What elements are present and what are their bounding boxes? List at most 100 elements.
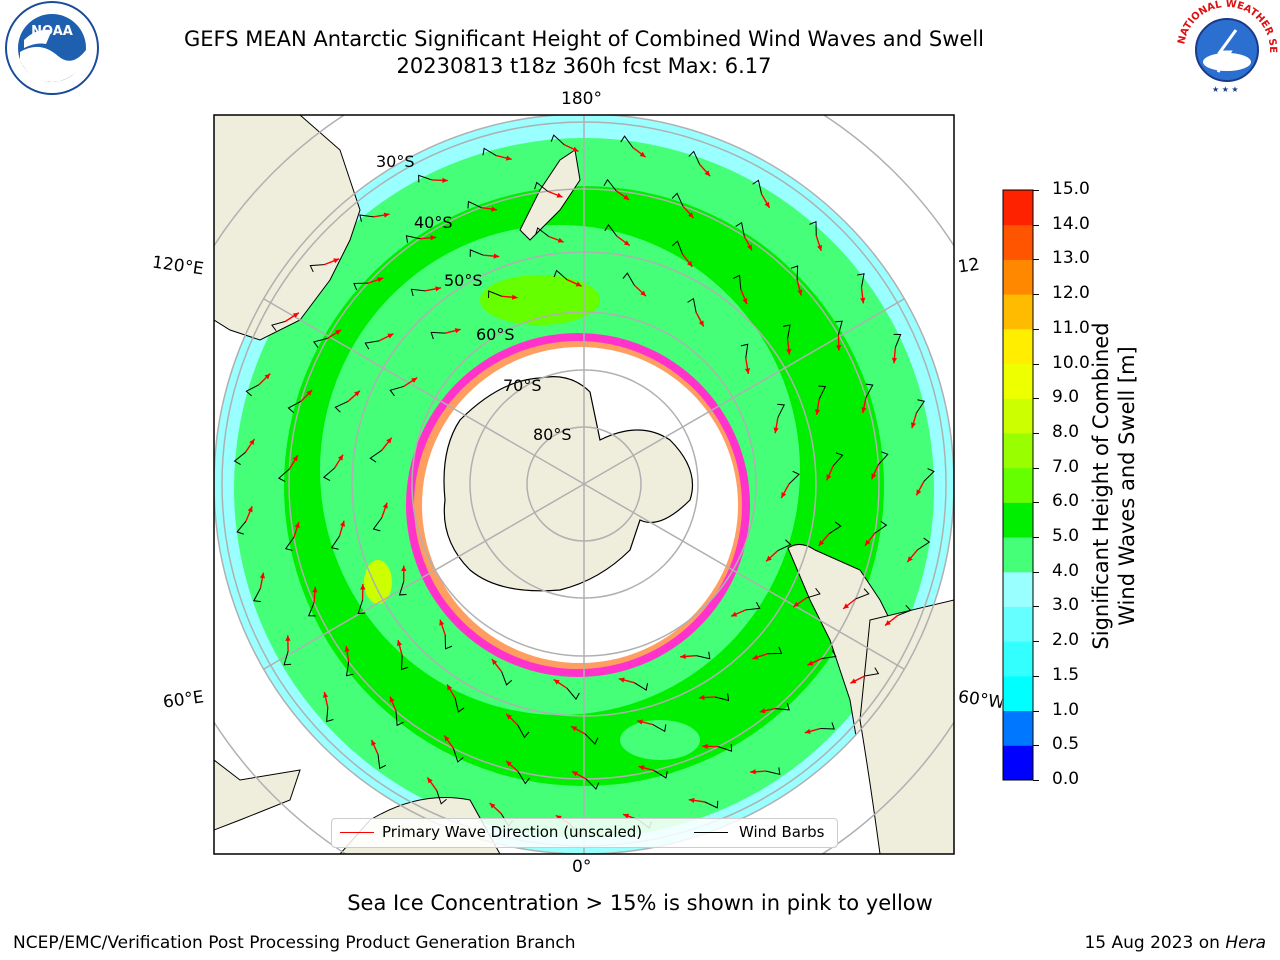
svg-text:★ ★ ★: ★ ★ ★ xyxy=(1212,85,1239,94)
wave-arrow-head xyxy=(556,192,563,198)
colorbar-segment xyxy=(1003,571,1033,607)
colorbar-segment xyxy=(1003,745,1033,781)
colorbar-tick-label: 9.0 xyxy=(1052,387,1080,408)
wind-barb xyxy=(345,661,354,677)
wave-arrow-head xyxy=(797,289,803,296)
lat-label-40s: 40°S xyxy=(414,213,453,232)
wind-barb xyxy=(874,520,888,534)
wind-barb xyxy=(766,767,781,775)
wind-barb xyxy=(857,273,865,288)
colorbar-label-line1: Significant Height of Combined xyxy=(1089,322,1113,650)
colorbar-segment xyxy=(1003,502,1033,538)
wind-barb xyxy=(809,220,817,236)
wave-arrow-head xyxy=(294,522,300,529)
colorbar-tick-mark xyxy=(1033,710,1039,712)
wave-arrow-head xyxy=(489,802,496,809)
wave-arrow-head xyxy=(427,777,433,784)
wind-barb xyxy=(877,451,889,466)
colorbar-tick-label: 8.0 xyxy=(1052,421,1080,442)
wind-barb xyxy=(334,400,349,413)
wave-arrow-head xyxy=(555,815,562,821)
wind-barb xyxy=(307,602,316,617)
wind-barb xyxy=(517,771,530,785)
map-frame xyxy=(213,114,955,855)
wave-arrow-head xyxy=(442,177,448,183)
wind-barb xyxy=(313,337,328,348)
wind-barb xyxy=(287,401,302,413)
wave-arrow-head xyxy=(511,294,518,300)
wind-barb xyxy=(364,340,380,350)
wind-barb xyxy=(917,537,931,551)
wind-barb xyxy=(410,288,426,297)
wind-barb xyxy=(696,651,711,660)
lon-label-120w: 120°W xyxy=(956,254,982,278)
wave-arrow-head xyxy=(430,235,437,241)
wind-barb xyxy=(430,331,446,340)
wind-barb xyxy=(553,269,568,281)
wave-arrow-head xyxy=(704,170,711,177)
wave-arrow-head xyxy=(249,439,255,445)
colorbar-tick-mark xyxy=(1033,259,1039,261)
wave-arrow-head xyxy=(306,390,313,396)
wave-arrow-head xyxy=(444,735,450,742)
wave-arrow-head xyxy=(354,390,360,397)
wave-arrow-head xyxy=(285,635,291,641)
wave-arrow-head xyxy=(687,212,694,219)
wave-arrow-head xyxy=(764,201,770,208)
graticule xyxy=(214,115,954,854)
barb-legend-label: Wind Barbs xyxy=(739,823,825,841)
wind-barb xyxy=(735,221,745,237)
colorbar-tick-mark xyxy=(1033,328,1039,330)
wave-arrow-head xyxy=(916,489,922,496)
colorbar-segment xyxy=(1003,537,1033,573)
wave-arrow-head xyxy=(312,586,318,593)
colorbar-tick-mark xyxy=(1033,537,1039,539)
wind-barb xyxy=(357,599,366,614)
wind-barb xyxy=(418,174,432,183)
new-zealand xyxy=(519,149,581,241)
wind-barb xyxy=(444,634,453,650)
colorbar-tick-label: 6.0 xyxy=(1052,491,1080,512)
wind-barb xyxy=(775,703,790,711)
colorbar-tick-mark xyxy=(1033,363,1039,365)
wind-barb xyxy=(309,264,325,273)
colorbar-tick-label: 0.0 xyxy=(1052,769,1080,789)
wave-arrow-head xyxy=(891,357,898,364)
wind-barb xyxy=(835,320,843,335)
wind-barb xyxy=(767,646,783,655)
barb-legend-swatch xyxy=(694,832,728,833)
wave-arrow-head xyxy=(389,696,395,703)
wind-barb xyxy=(916,399,926,414)
wind-barb xyxy=(469,249,484,257)
wave-arrow-head xyxy=(247,506,253,513)
colorbar-segment xyxy=(1003,432,1033,469)
wave-arrow-head xyxy=(861,407,867,414)
wave-arrow-head xyxy=(259,572,265,579)
wave-arrow-head xyxy=(557,237,564,243)
wave-arrow-head xyxy=(807,660,814,666)
colorbar-tick-mark xyxy=(1033,780,1039,781)
colorbar-tick-label: 1.5 xyxy=(1052,664,1080,685)
wind-barb xyxy=(777,539,792,552)
wind-barb xyxy=(453,748,464,763)
wind-barb xyxy=(687,297,697,313)
wind-barb xyxy=(704,800,719,809)
wave-arrow-head xyxy=(623,194,630,200)
wind-barb xyxy=(322,467,335,482)
colorbar-tick-label: 7.0 xyxy=(1052,456,1080,477)
wind-barb xyxy=(326,707,334,723)
wind-barb xyxy=(584,733,599,745)
lon-label-0: 0° xyxy=(572,857,592,877)
wave-arrow-head xyxy=(387,333,394,339)
wind-barb xyxy=(832,452,844,467)
footer-date-text: 15 Aug 2023 on xyxy=(1084,933,1220,953)
colorbar-tick-mark xyxy=(1033,571,1039,573)
colorbar-tick-mark xyxy=(1033,675,1039,677)
wave-arrow-head xyxy=(826,474,832,481)
colorbar-segment xyxy=(1003,641,1033,677)
wave-arrow-head xyxy=(337,454,344,461)
wave-arrow-head xyxy=(907,556,913,563)
wave-arrow-head xyxy=(371,739,377,746)
wave-arrow-head xyxy=(618,677,625,683)
